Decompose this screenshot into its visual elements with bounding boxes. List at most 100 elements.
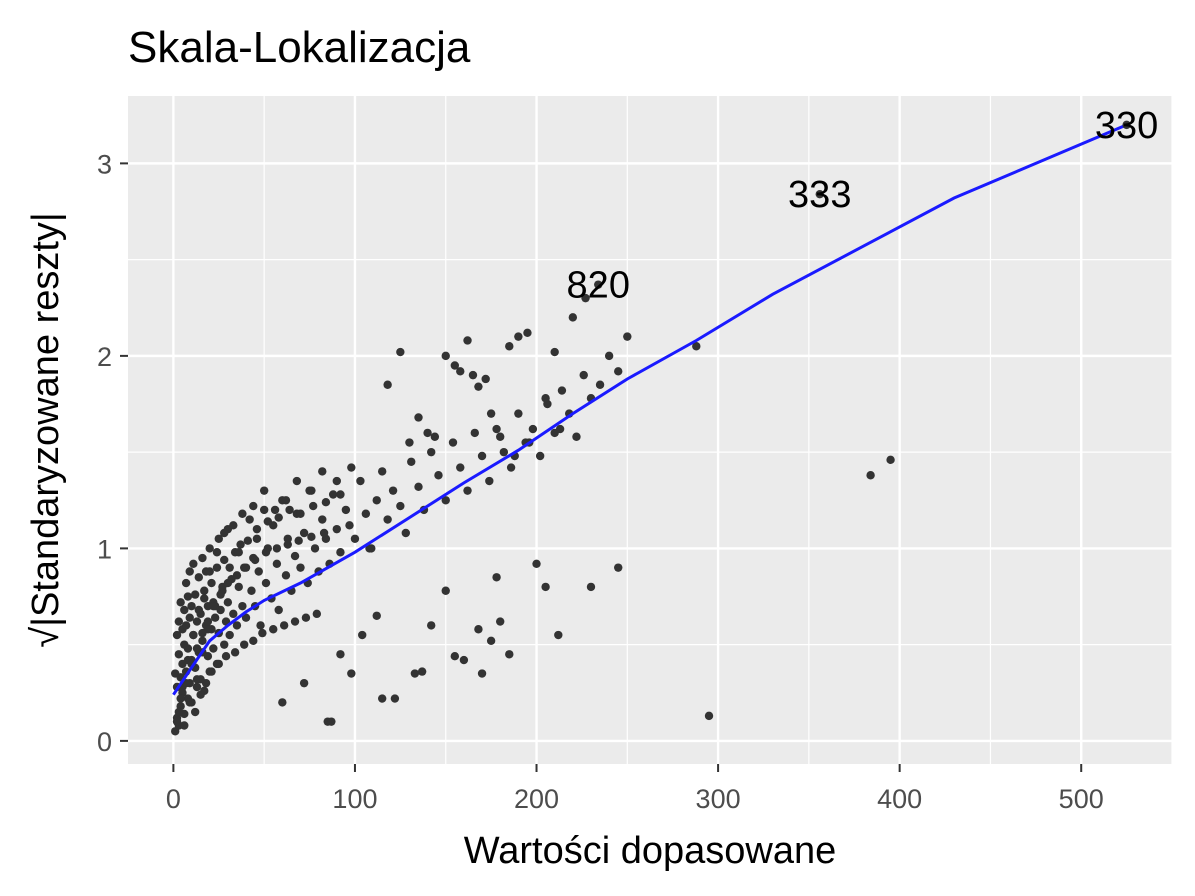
data-point [528, 424, 538, 434]
data-point [704, 711, 714, 721]
data-point [499, 447, 509, 457]
data-point [238, 601, 247, 611]
data-point [301, 613, 311, 622]
y-axis-ticks: 0 1 2 3 [97, 149, 128, 757]
data-point [274, 605, 283, 615]
data-point [203, 617, 213, 626]
data-point [200, 594, 209, 603]
data-point [241, 563, 251, 572]
data-point [281, 571, 291, 580]
data-point [441, 496, 450, 505]
data-point [238, 509, 247, 518]
data-point [183, 644, 193, 653]
data-point [180, 721, 189, 730]
data-point [505, 342, 514, 351]
data-point [427, 447, 436, 457]
data-point [377, 467, 387, 476]
data-point [427, 621, 436, 630]
data-point [207, 667, 216, 676]
data-point [181, 621, 191, 630]
data-point [492, 573, 501, 582]
labeled-data-point [594, 280, 603, 289]
data-point [198, 628, 207, 638]
data-point [456, 367, 465, 376]
smooth-trend-line [172, 123, 1128, 696]
data-point [190, 707, 200, 717]
data-point [196, 690, 205, 699]
data-point [201, 678, 211, 688]
data-point [194, 573, 204, 582]
data-point [407, 457, 416, 466]
data-point [283, 534, 292, 543]
data-point [532, 559, 541, 568]
data-point [383, 380, 392, 389]
data-point [274, 513, 283, 522]
data-point [310, 544, 320, 553]
data-point [183, 592, 193, 601]
minor-gridlines [128, 96, 1173, 764]
data-point [249, 501, 258, 511]
data-point [234, 582, 243, 592]
data-point [319, 528, 329, 538]
data-point [328, 490, 338, 499]
y-tick-label: 3 [97, 149, 112, 179]
data-point [485, 476, 494, 486]
data-point [272, 544, 282, 553]
labeled-data-point [1122, 120, 1131, 130]
data-point [299, 678, 309, 688]
data-point [185, 567, 194, 576]
data-point [294, 536, 303, 545]
data-point [281, 496, 291, 505]
data-point [350, 534, 360, 543]
data-point [252, 524, 262, 534]
data-point [448, 438, 458, 447]
data-point [299, 528, 309, 538]
data-point [614, 367, 623, 376]
data-point [496, 432, 505, 441]
data-point [327, 717, 336, 726]
data-point [595, 380, 605, 389]
major-gridlines [128, 96, 1172, 764]
data-point [312, 609, 322, 619]
data-point [318, 515, 327, 524]
data-point [221, 651, 231, 661]
data-point [212, 563, 222, 572]
x-tick-label: 300 [696, 784, 741, 814]
data-point [463, 486, 472, 495]
data-point [236, 540, 245, 549]
data-point [261, 548, 271, 557]
data-point [198, 636, 207, 645]
data-point [557, 386, 567, 395]
data-point [258, 628, 267, 638]
data-point [192, 644, 202, 653]
data-point [481, 374, 490, 384]
data-point [492, 424, 501, 434]
data-point [555, 424, 565, 434]
data-point [470, 428, 479, 438]
data-point [174, 650, 184, 659]
data-point [372, 611, 381, 620]
data-point [189, 630, 198, 640]
data-point [220, 640, 229, 649]
data-point [209, 644, 218, 653]
data-point [249, 636, 258, 645]
x-tick-label: 0 [166, 784, 181, 814]
data-point [372, 496, 381, 505]
data-point [209, 601, 218, 611]
x-tick-label: 200 [514, 784, 559, 814]
data-point [347, 463, 356, 472]
x-axis-title: Wartości dopasowane [464, 830, 836, 872]
data-point [336, 490, 345, 499]
data-point [506, 463, 516, 472]
data-point [232, 621, 242, 630]
data-point [307, 532, 316, 542]
data-point [345, 521, 354, 530]
data-point [185, 613, 194, 622]
data-point [456, 463, 465, 472]
data-point [176, 694, 185, 703]
data-point [220, 555, 229, 565]
data-point [308, 501, 318, 511]
data-point [259, 505, 269, 515]
x-tick-label: 400 [877, 784, 922, 814]
data-point [396, 501, 405, 511]
